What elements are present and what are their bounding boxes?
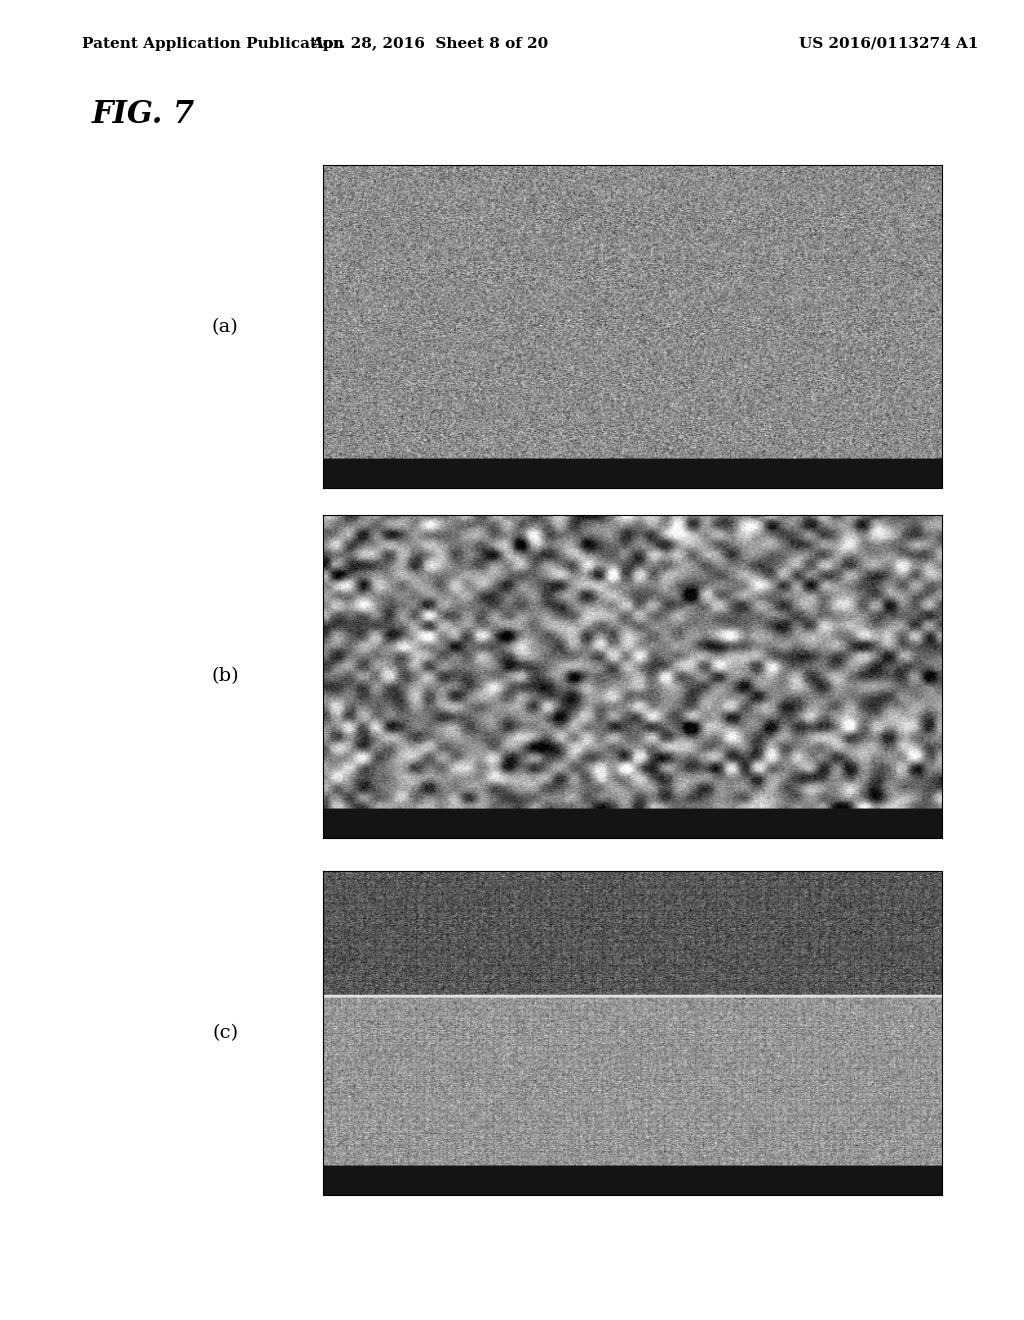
Text: (a): (a)	[212, 318, 239, 335]
Text: Apr. 28, 2016  Sheet 8 of 20: Apr. 28, 2016 Sheet 8 of 20	[311, 37, 549, 51]
Text: FIG. 7: FIG. 7	[92, 99, 196, 129]
Text: Patent Application Publication: Patent Application Publication	[82, 37, 344, 51]
Text: (b): (b)	[212, 668, 239, 685]
Text: US 2016/0113274 A1: US 2016/0113274 A1	[799, 37, 978, 51]
Text: (c): (c)	[212, 1024, 239, 1041]
